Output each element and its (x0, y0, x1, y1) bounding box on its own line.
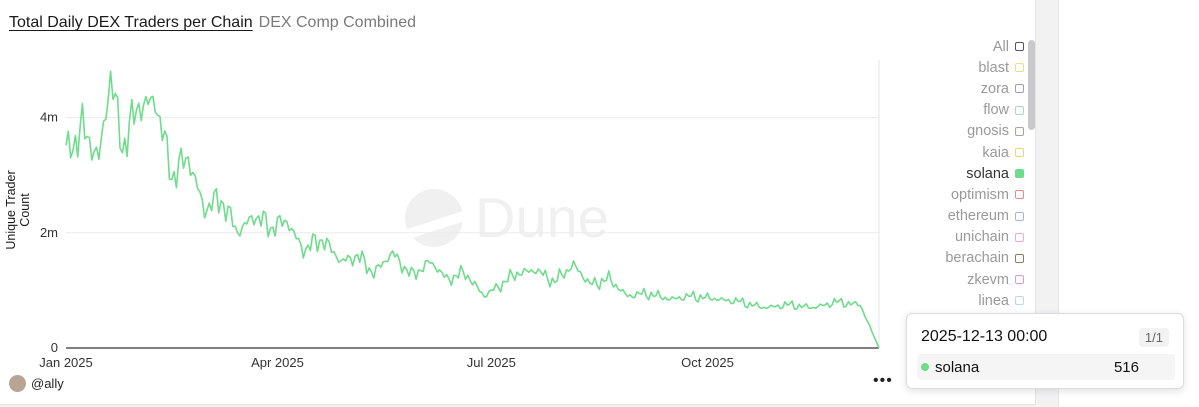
y-tick-label: 2m (40, 225, 58, 240)
legend-label: ethereum (947, 208, 1009, 225)
line-chart[interactable]: 0 2m 4m Jan 2025 Apr 2025 Jul 2025 Oct 2025 (0, 0, 1036, 405)
legend-item-blast[interactable]: blast (900, 57, 1024, 78)
legend-item-kaia[interactable]: kaia (900, 142, 1024, 163)
x-tick-label: Oct 2025 (681, 355, 734, 370)
legend-checkbox[interactable] (1015, 105, 1024, 115)
legend-checkbox[interactable] (1015, 148, 1024, 158)
more-options-icon[interactable]: ••• (873, 372, 893, 389)
y-tick-label: 4m (40, 110, 58, 125)
author-handle: @ally (31, 376, 64, 391)
legend-item-ethereum[interactable]: ethereum (900, 206, 1024, 227)
tooltip-series-dot (921, 363, 929, 371)
legend-label: zkevm (967, 271, 1009, 288)
legend: All blast zora flow gnosis kaia solana optimism… (900, 36, 1024, 311)
legend-item-flow[interactable]: flow (900, 100, 1024, 121)
legend-label: flow (983, 102, 1009, 119)
x-tick-label: Apr 2025 (251, 355, 304, 370)
dune-watermark: Dune (405, 185, 609, 250)
y-tick-label: 0 (51, 340, 58, 355)
legend-checkbox[interactable] (1015, 275, 1024, 285)
legend-item-optimism[interactable]: optimism (900, 184, 1024, 205)
legend-item-unichain[interactable]: unichain (900, 227, 1024, 248)
legend-label: solana (966, 165, 1009, 182)
tooltip-series: solana (935, 358, 980, 376)
legend-label: kaia (982, 144, 1009, 161)
legend-checkbox[interactable] (1015, 232, 1024, 242)
x-tick-label: Jul 2025 (467, 355, 516, 370)
chart-card: Total Daily DEX Traders per Chain DEX Com… (0, 0, 1036, 405)
legend-item-gnosis[interactable]: gnosis (900, 121, 1024, 142)
legend-label: All (992, 38, 1009, 55)
legend-label: unichain (954, 229, 1009, 246)
legend-checkbox[interactable] (1015, 190, 1024, 200)
legend-label: optimism (950, 186, 1009, 203)
chart-subtitle: DEX Comp Combined (258, 14, 417, 31)
legend-checkbox[interactable] (1015, 296, 1024, 306)
legend-checkbox[interactable] (1015, 169, 1024, 179)
legend-label: zora (980, 80, 1009, 97)
series-line-solana (65, 70, 880, 349)
legend-checkbox[interactable] (1015, 253, 1024, 263)
tooltip-page: 1/1 (1138, 328, 1169, 347)
legend-item-solana[interactable]: solana (900, 163, 1024, 184)
dune-logo-icon (405, 188, 463, 247)
chart-title[interactable]: Total Daily DEX Traders per Chain (9, 14, 253, 31)
watermark-text: Dune (475, 186, 609, 249)
legend-label: berachain (945, 250, 1009, 267)
tooltip: 2025-12-13 00:00 1/1 solana 516 (906, 313, 1184, 389)
legend-item-zkevm[interactable]: zkevm (900, 269, 1024, 290)
legend-label: gnosis (967, 123, 1009, 140)
legend-item-linea[interactable]: linea (900, 290, 1024, 311)
legend-checkbox[interactable] (1015, 211, 1024, 221)
avatar (9, 375, 26, 392)
legend-label: blast (978, 59, 1009, 76)
legend-checkbox[interactable] (1015, 84, 1024, 94)
tooltip-row: solana 516 (917, 354, 1175, 380)
legend-checkbox[interactable] (1015, 42, 1024, 52)
author[interactable]: @ally (9, 375, 64, 392)
legend-item-all[interactable]: All (900, 36, 1024, 57)
legend-label: linea (978, 292, 1009, 309)
tooltip-value: 516 (1113, 358, 1139, 376)
legend-item-berachain[interactable]: berachain (900, 248, 1024, 269)
legend-checkbox[interactable] (1015, 126, 1024, 136)
tooltip-date: 2025-12-13 00:00 (921, 328, 1048, 345)
legend-scrollbar[interactable] (1028, 40, 1035, 130)
chart-header: Total Daily DEX Traders per Chain DEX Com… (9, 14, 416, 32)
legend-item-zora[interactable]: zora (900, 78, 1024, 99)
x-tick-label: Jan 2025 (39, 355, 93, 370)
legend-checkbox[interactable] (1015, 63, 1024, 73)
